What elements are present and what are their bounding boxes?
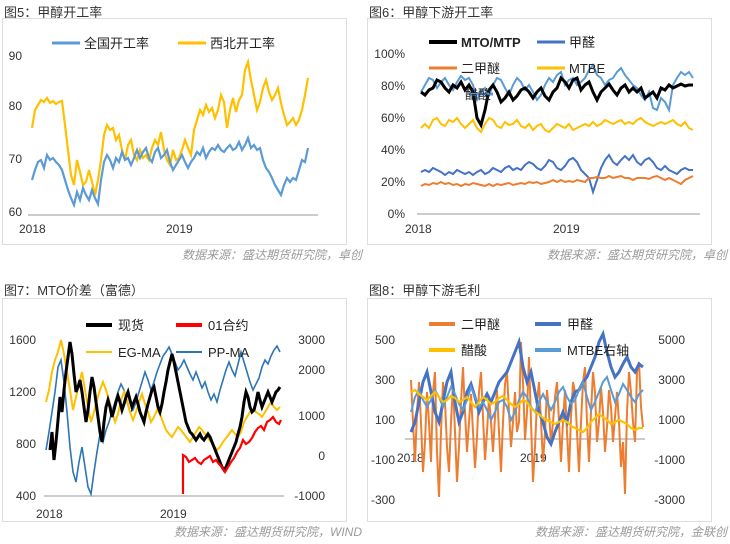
y-tick-label: 20%	[381, 175, 405, 189]
series-line-national	[30, 134, 310, 209]
series-line-mtbe-margin	[410, 374, 644, 423]
y-tick-label: 90	[9, 49, 23, 63]
y-tick-label: 400	[16, 489, 36, 503]
y-tick-label: 60	[9, 205, 23, 219]
legend-label: 二甲醚	[461, 61, 500, 76]
y-tick-label: 40%	[381, 143, 405, 157]
chart-panel-operating-rate: 图5：甲醇开工率 90 80 70 60 2018 2019 全国开工率 西北开…	[0, 0, 365, 272]
chart-panel-mto-spread: 图7：MTO价差（富德） 1600 1200 800 400 3000 2000…	[0, 272, 365, 544]
legend-label: 甲醛	[567, 317, 593, 332]
series-line-mto	[420, 75, 693, 129]
x-tick-label: 2019	[166, 222, 193, 236]
y-tick-label: 2000	[298, 363, 325, 377]
legend-label: 二甲醚	[461, 317, 500, 332]
y-tick-labels: 100% 80% 60% 40% 20% 0%	[374, 47, 405, 221]
x-tick-label: 2018	[19, 222, 46, 236]
legend-label: 醋酸	[465, 87, 491, 102]
chart-area-downstream-rate: 100% 80% 60% 40% 20% 0% 2018 2019 MTO/MT…	[374, 35, 700, 236]
y-right-tick-labels: 3000 2000 1000 0 -1000	[294, 333, 325, 503]
series-line-spot	[48, 341, 282, 473]
chart-panel-downstream-rate: 图6：甲醇下游开工率 100% 80% 60% 40% 20% 0% 2018 …	[365, 0, 730, 272]
chart-source: 数据来源：盛达期货研究院，卓创	[546, 248, 727, 262]
y-tick-label: 300	[375, 373, 395, 387]
y-tick-label: 100%	[374, 47, 405, 61]
legend-label: PP-MA	[208, 345, 250, 360]
y-tick-label: -1000	[654, 453, 685, 467]
y-tick-label: -100	[371, 453, 395, 467]
series-line-01-contract	[181, 415, 282, 494]
y-right-tick-labels: 5000 3000 1000 -1000 -3000	[654, 333, 685, 507]
chart-panel-downstream-margin: 图8：甲醇下游毛利 500 300 100 -100 -300 5000 300…	[365, 272, 730, 544]
y-tick-label: 80%	[381, 79, 405, 93]
series-line-eg-ma	[45, 339, 281, 452]
legend-label: EG-MA	[118, 345, 161, 360]
legend-label: MTBE	[569, 61, 605, 76]
y-tick-label: -1000	[294, 489, 325, 503]
y-tick-label: -3000	[654, 493, 685, 507]
x-tick-label: 2018	[36, 507, 63, 521]
y-tick-label: 1000	[658, 413, 685, 427]
y-tick-label: 800	[16, 437, 36, 451]
y-left-tick-labels: 500 300 100 -100 -300	[371, 333, 395, 507]
y-tick-label: 3000	[658, 373, 685, 387]
series-line-formaldehyde-margin	[409, 329, 644, 448]
x-tick-label: 2018	[405, 222, 432, 236]
legend-label: MTBE右轴	[567, 343, 629, 358]
y-tick-label: 1200	[9, 385, 36, 399]
y-tick-label: 100	[375, 413, 395, 427]
chart-title: 图8：甲醇下游毛利	[369, 283, 481, 298]
y-tick-label: 5000	[658, 333, 685, 347]
chart-area-downstream-margin: 500 300 100 -100 -300 5000 3000 1000 -10…	[371, 317, 685, 507]
chart-frame	[2, 18, 347, 245]
x-tick-label: 2019	[160, 507, 187, 521]
y-left-tick-labels: 1600 1200 800 400	[9, 333, 36, 503]
legend: MTO/MTP 甲醛 二甲醚 MTBE 醋酸	[429, 35, 605, 102]
legend-label: 甲醛	[569, 35, 595, 50]
y-tick-labels: 90 80 70 60	[9, 49, 23, 219]
y-tick-label: 500	[375, 333, 395, 347]
series-line-formaldehyde	[420, 153, 693, 196]
legend-label: 西北开工率	[210, 36, 275, 51]
y-tick-label: 1000	[298, 409, 325, 423]
chart-source: 数据来源：盛达期货研究院，金联创	[534, 525, 727, 539]
y-tick-label: 3000	[298, 333, 325, 347]
chart-title: 图5：甲醇开工率	[4, 5, 103, 20]
legend-label: 现货	[118, 318, 144, 333]
chart-title: 图7：MTO价差（富德）	[4, 283, 144, 298]
legend-label: MTO/MTP	[461, 35, 521, 50]
legend-label: 01合约	[208, 318, 248, 333]
x-tick-label: 2018	[397, 451, 424, 465]
chart-area-mto-spread: 1600 1200 800 400 3000 2000 1000 0 -1000…	[9, 318, 325, 521]
legend-label: 醋酸	[461, 343, 487, 358]
series-line-acetic-margin	[410, 388, 643, 434]
y-tick-label: 70	[9, 152, 23, 166]
chart-source: 数据来源：盛达期货研究院，卓创	[181, 248, 362, 262]
legend: 二甲醚 甲醛 醋酸 MTBE右轴	[429, 317, 629, 358]
y-tick-label: 80	[9, 99, 23, 113]
series-line-northwest	[30, 57, 310, 196]
legend-label: 全国开工率	[84, 36, 149, 51]
chart-title: 图6：甲醇下游开工率	[369, 5, 494, 20]
chart-frame	[367, 18, 712, 245]
y-tick-label: 60%	[381, 111, 405, 125]
y-tick-label: 0%	[388, 207, 406, 221]
series-line-pp-ma	[45, 344, 281, 497]
chart-source: 数据来源：盛达期货研究院，WIND	[174, 525, 362, 539]
y-tick-label: 1600	[9, 333, 36, 347]
chart-area-operating-rate: 90 80 70 60 2018 2019 全国开工率 西北开工率	[9, 36, 318, 236]
y-tick-label: -300	[371, 493, 395, 507]
series-line-dme	[420, 174, 694, 188]
y-tick-label: 0	[318, 449, 325, 463]
legend: 全国开工率 西北开工率	[52, 36, 275, 51]
series-line-mtbe	[420, 116, 694, 134]
x-tick-label: 2019	[553, 222, 580, 236]
series-line-dme-margin	[410, 341, 644, 498]
legend: 现货 01合约 EG-MA PP-MA	[86, 318, 250, 360]
